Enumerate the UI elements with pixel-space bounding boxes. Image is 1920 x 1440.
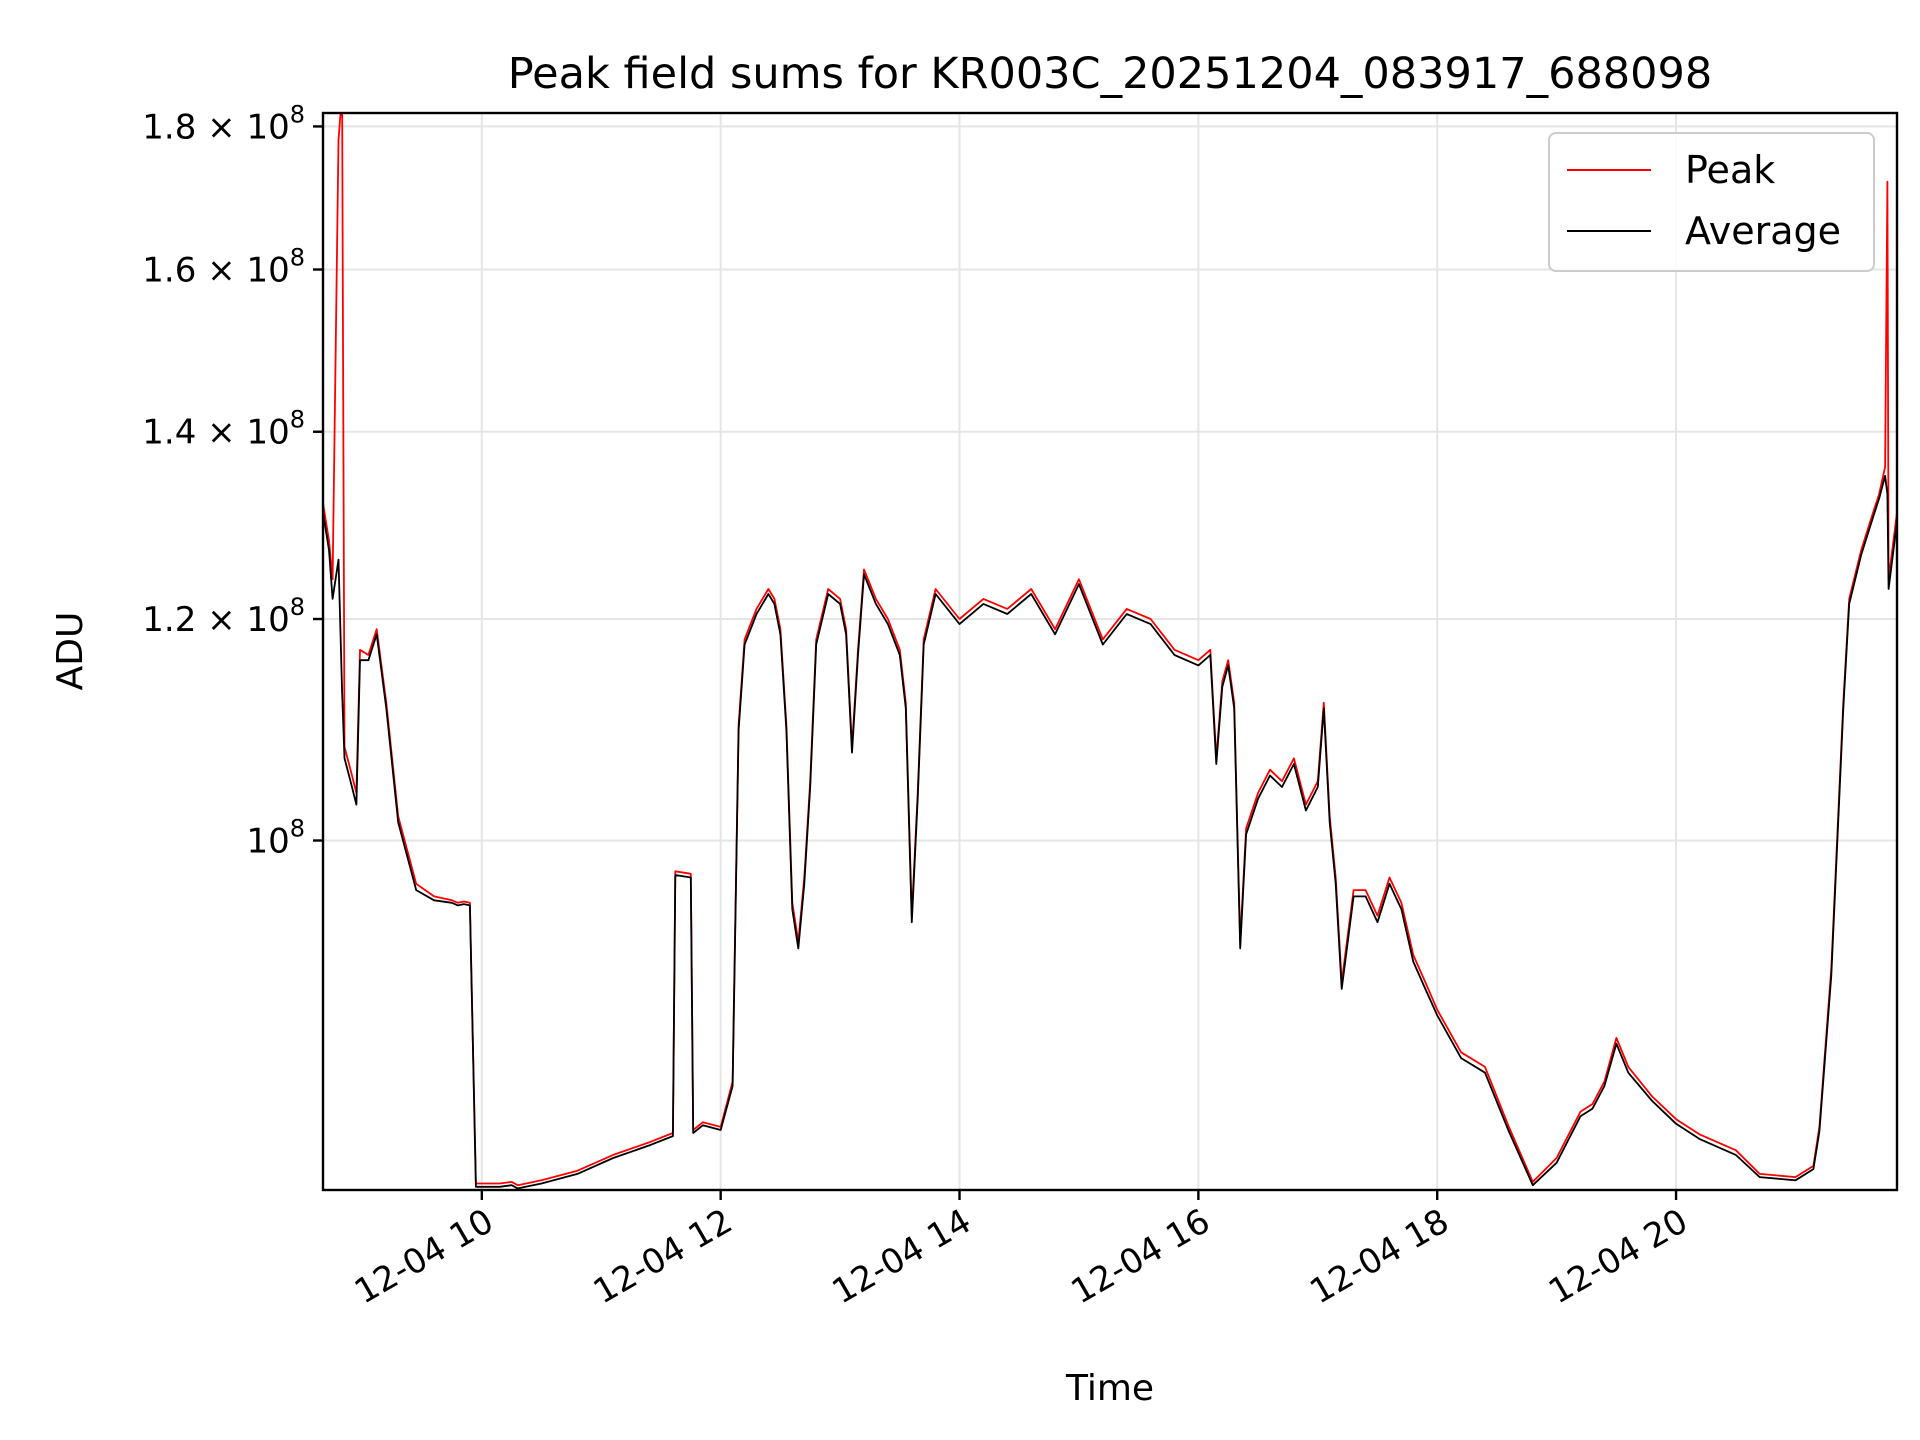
plot-frame [321, 111, 1899, 1192]
series-line-average [323, 475, 1897, 1190]
series-line-peak [323, 113, 1897, 1187]
x-axis: 12-04 10 12-04 12 12-04 14 12-04 16 12-04 18… [348, 1190, 1695, 1312]
grid [323, 113, 1897, 1190]
x-tick-label: 12-04 10 [348, 1201, 500, 1312]
series-layer [323, 113, 1897, 1190]
legend-box [1548, 132, 1875, 272]
y-axis-label: ADU [50, 612, 91, 691]
y-tick-label: 108 [246, 815, 305, 862]
x-tick-label: 12-04 14 [826, 1201, 978, 1312]
x-tick-label: 12-04 16 [1064, 1201, 1216, 1312]
x-tick-label: 12-04 12 [587, 1201, 739, 1312]
y-tick-label: 1.4 × 108 [142, 406, 305, 453]
y-tick-label: 1.2 × 108 [142, 593, 305, 640]
legend-label-peak: Peak [1685, 148, 1775, 192]
y-tick-label: 1.6 × 108 [142, 244, 305, 291]
chart-title: Peak field sums for KR003C_20251204_0839… [508, 49, 1712, 99]
y-tick-label: 1.8 × 108 [142, 100, 305, 147]
x-axis-label: Time [1065, 1368, 1154, 1409]
y-axis: 108 1.2 × 108 1.4 × 108 1.6 × 108 1.8 × 108 [142, 100, 323, 862]
x-tick-label: 12-04 18 [1303, 1201, 1455, 1312]
legend-label-average: Average [1685, 209, 1841, 253]
legend: Peak Average [1548, 132, 1875, 272]
x-tick-label: 12-04 20 [1542, 1201, 1694, 1312]
